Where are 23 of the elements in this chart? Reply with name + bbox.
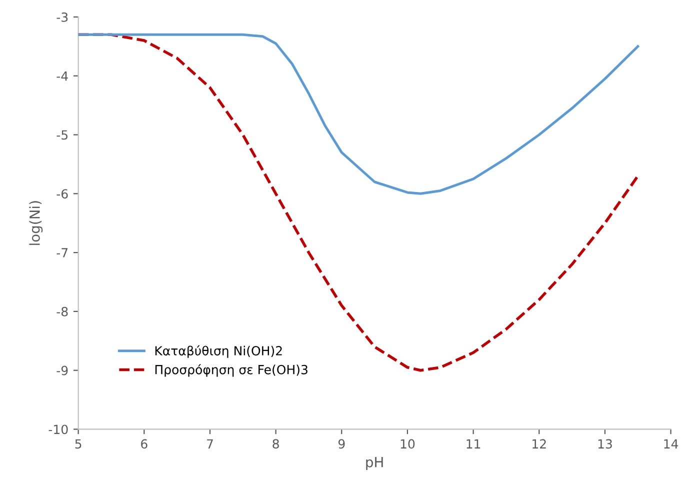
y-tick-label: -5 bbox=[56, 130, 68, 140]
x-tick-label: 7 bbox=[207, 439, 213, 448]
x-tick-label: 12 bbox=[532, 439, 546, 448]
line-series bbox=[78, 33, 640, 195]
y-axis-title: log(Ni) bbox=[29, 201, 43, 245]
y-tick-label: -6 bbox=[56, 189, 68, 199]
x-tick-label: 10 bbox=[400, 439, 415, 449]
x-tick-label: 13 bbox=[598, 439, 612, 449]
legend-label: Προσρόφηση σε Fe(OH)3 bbox=[155, 364, 308, 377]
x-tick-label: 9 bbox=[338, 439, 345, 449]
y-tick-label: -3 bbox=[56, 12, 68, 22]
y-tick-label: -4 bbox=[56, 72, 68, 81]
y-tick-label: -8 bbox=[56, 306, 68, 316]
y-tick-label: -9 bbox=[56, 366, 68, 376]
legend-label: Καταβύθιση Ni(OH)2 bbox=[155, 345, 282, 358]
x-tick-label: 14 bbox=[664, 439, 678, 448]
x-tick-label: 8 bbox=[272, 439, 279, 449]
y-tick-label: -7 bbox=[56, 248, 68, 258]
x-tick-label: 6 bbox=[141, 439, 148, 449]
y-tick-label: -10 bbox=[48, 424, 68, 434]
x-tick-label: 11 bbox=[466, 439, 480, 448]
x-tick-label: 5 bbox=[75, 439, 82, 449]
x-axis-title: pH bbox=[366, 457, 383, 470]
